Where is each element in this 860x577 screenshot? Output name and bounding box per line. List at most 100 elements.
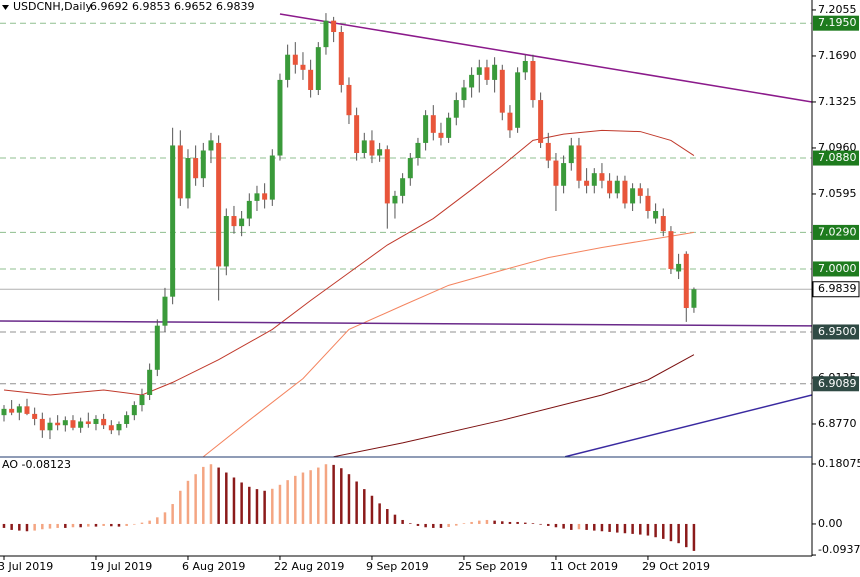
candle-body: [637, 188, 643, 196]
candle-body: [423, 115, 429, 143]
close: 6.9839: [216, 0, 255, 13]
candle-body: [599, 173, 605, 181]
candle-body: [200, 150, 206, 179]
candle-body: [116, 423, 122, 431]
price-pane: [0, 13, 812, 457]
candle-body: [185, 158, 191, 199]
candle-body: [269, 155, 275, 200]
x-tick-label: 22 Aug 2019: [274, 560, 344, 573]
candle-body: [683, 253, 689, 309]
trendline: [279, 13, 812, 103]
price-label-box: [813, 150, 859, 166]
candle-body: [545, 142, 551, 161]
candle-body: [108, 425, 114, 431]
candle-body: [47, 422, 53, 431]
price-label: 6.9500: [818, 325, 857, 338]
candle-body: [384, 149, 390, 204]
candle-body: [469, 74, 475, 88]
candle-body: [576, 145, 582, 181]
ao-tick-label: -0.09371: [818, 543, 860, 556]
candle-body: [338, 32, 344, 85]
candle-body: [39, 418, 45, 431]
price-label-box: [813, 261, 859, 277]
candle-body: [285, 54, 291, 80]
candle-body: [277, 79, 283, 156]
candle-body: [55, 422, 61, 426]
candle-body: [476, 67, 482, 75]
candle-body: [170, 145, 176, 297]
x-tick-label: 19 Jul 2019: [90, 560, 152, 573]
candle-body: [208, 140, 214, 151]
candle-body: [453, 100, 459, 118]
trendline: [0, 320, 812, 327]
candle-body: [346, 84, 352, 116]
candle-body: [522, 61, 528, 73]
price-label: 6.9839: [818, 282, 857, 295]
candle-body: [223, 216, 229, 267]
candle-body: [24, 406, 30, 414]
low: 6.9652: [174, 0, 213, 13]
candle-body: [407, 158, 413, 179]
candle-body: [139, 394, 145, 406]
candle-body: [446, 117, 452, 138]
high: 6.9853: [132, 0, 171, 13]
candle-body: [331, 20, 337, 33]
candle-body: [239, 218, 245, 227]
x-tick-label: 25 Sep 2019: [458, 560, 528, 573]
candle-body: [668, 231, 674, 269]
candle-body: [630, 188, 636, 204]
ao-title: AO -0.08123: [2, 458, 71, 471]
candle-body: [246, 200, 252, 219]
candle-body: [231, 216, 237, 227]
candle-body: [361, 140, 367, 154]
candle-body: [377, 149, 383, 156]
candle-body: [154, 325, 160, 370]
candle-body: [392, 195, 398, 204]
price-label-box: [813, 324, 859, 340]
x-tick-label: 29 Oct 2019: [642, 560, 710, 573]
x-tick-label: 6 Aug 2019: [182, 560, 245, 573]
candle-body: [354, 115, 360, 154]
candle-body: [538, 100, 544, 143]
candle-body: [16, 406, 22, 413]
candle-body: [162, 296, 168, 326]
header: USDCNH,Daily 6.9692 6.9853 6.9652 6.9839…: [2, 0, 255, 471]
candle-body: [676, 263, 682, 272]
candle-body: [93, 418, 99, 424]
candle-body: [32, 413, 38, 419]
candle-body: [591, 173, 597, 186]
candle-body: [308, 69, 314, 90]
candle-body: [484, 67, 490, 80]
candle-body: [177, 145, 183, 199]
trendline: [564, 394, 812, 457]
price-label-box: [813, 15, 859, 31]
price-label: 7.0290: [818, 225, 857, 238]
candle-body: [430, 115, 436, 133]
ao-tick-label: 0.18075: [818, 457, 860, 470]
candle-body: [415, 142, 421, 159]
candle-body: [131, 405, 137, 416]
candle-body: [507, 112, 513, 131]
price-label-box: [813, 376, 859, 392]
candle-body: [292, 54, 298, 65]
candle-body: [400, 178, 406, 196]
price-label: 7.0880: [818, 151, 857, 164]
candle-body: [78, 421, 84, 428]
y-tick-label: 7.0595: [818, 187, 857, 200]
y-tick-label: 7.1325: [818, 95, 857, 108]
price-label-box: [813, 224, 859, 240]
candle-body: [607, 180, 613, 194]
symbol: USDCNH,Daily: [13, 0, 93, 13]
candle-body: [315, 47, 321, 90]
candle-body: [216, 142, 222, 267]
price-label: 7.1950: [818, 16, 857, 29]
collapse-icon[interactable]: [2, 5, 9, 10]
moving-average: [202, 231, 695, 457]
x-tick-label: 11 Oct 2019: [550, 560, 618, 573]
candle-body: [614, 180, 620, 194]
candle-body: [622, 180, 628, 204]
candle-body: [568, 145, 574, 164]
